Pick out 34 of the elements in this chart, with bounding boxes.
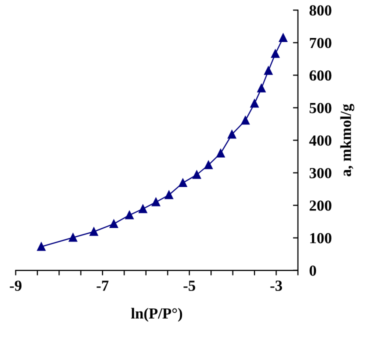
y-tick-label: 800	[310, 5, 332, 16]
point	[178, 178, 188, 188]
y-tick-label: 200	[310, 200, 332, 211]
y-tick-label: 0	[310, 266, 316, 276]
point	[37, 242, 46, 251]
point	[228, 130, 236, 139]
y-tick-label: 300	[310, 168, 332, 178]
point	[257, 84, 266, 92]
x-tick-label: -9	[10, 280, 22, 291]
x-tick-label: -3	[270, 280, 282, 291]
x-tick-label: -7	[96, 280, 109, 291]
point	[278, 34, 288, 42]
point	[125, 210, 134, 220]
y-tick-label: 100	[310, 233, 332, 244]
point	[241, 116, 250, 125]
point	[271, 50, 280, 58]
point	[152, 198, 160, 206]
point	[68, 233, 78, 242]
point	[90, 228, 98, 236]
y-axis-title: a, mkmol/g	[340, 104, 354, 176]
point	[110, 220, 118, 228]
point	[204, 160, 213, 170]
x-axis-title: ln(P/P°)	[131, 308, 182, 322]
y-tick-label: 500	[310, 102, 332, 114]
y-tick-label: 400	[309, 135, 332, 146]
point	[164, 190, 174, 200]
point	[192, 170, 201, 179]
point	[216, 149, 225, 158]
point	[250, 99, 259, 108]
point	[264, 66, 273, 75]
point	[138, 204, 148, 214]
y-tick-label: 700	[310, 38, 332, 48]
y-tick-label: 600	[310, 70, 332, 81]
x-tick-label: -5	[184, 280, 196, 291]
